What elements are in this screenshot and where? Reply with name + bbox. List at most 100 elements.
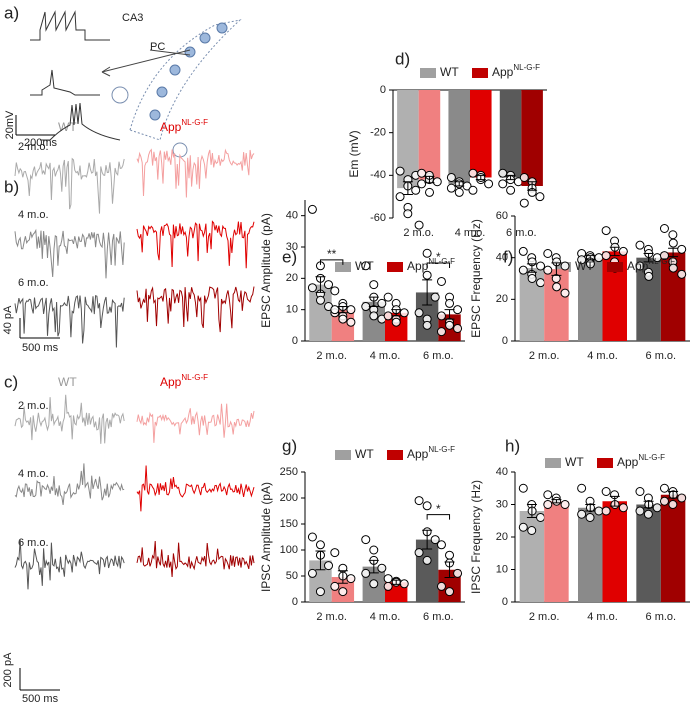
scale-label: 500 ms — [22, 693, 59, 705]
data-point — [361, 535, 371, 545]
data-point — [468, 168, 478, 178]
error-bar — [424, 175, 435, 184]
legend-label-sup: NL-G-F — [638, 453, 665, 462]
data-point — [383, 574, 393, 584]
data-point — [543, 265, 553, 275]
bar — [470, 90, 492, 178]
error-bar — [368, 559, 379, 574]
error-bar — [609, 246, 620, 257]
data-point — [560, 288, 570, 298]
legend-label: WT — [355, 259, 374, 273]
y-tick-label: 10 — [496, 563, 508, 575]
data-point — [618, 246, 628, 256]
y-tick-label: 30 — [286, 241, 298, 253]
data-point — [677, 244, 687, 254]
y-tick-label: 20 — [496, 531, 508, 543]
legend-label: WT — [575, 259, 594, 273]
error-bar — [551, 499, 562, 504]
x-tick-label: 2 m.o. — [529, 611, 560, 623]
bar — [660, 494, 686, 602]
bar — [385, 312, 408, 341]
x-tick-label: 2 m.o. — [316, 350, 347, 362]
data-point — [445, 298, 455, 308]
data-point — [417, 168, 427, 178]
data-point — [369, 280, 379, 290]
data-point — [446, 172, 456, 182]
data-point — [307, 204, 317, 214]
data-point — [527, 274, 537, 283]
data-point — [377, 563, 387, 573]
group-label: WT — [58, 375, 77, 389]
error-bar — [609, 495, 620, 507]
error-bar — [526, 263, 537, 273]
chart: e) 0 10 20 30 40 EPSC Amplitude (pA) 2 m.o. 4 m.… — [259, 200, 465, 362]
data-point — [330, 581, 340, 591]
data-point — [585, 513, 595, 522]
data-point — [644, 271, 654, 281]
y-tick-label: 0 — [292, 335, 298, 347]
scale-label: 40 pA — [2, 305, 14, 334]
error-bar — [454, 181, 465, 187]
data-point — [446, 183, 456, 193]
legend-label: WT — [355, 447, 374, 461]
data-point — [454, 187, 464, 197]
data-point — [315, 295, 325, 305]
group-label: AppNL-G-F — [160, 373, 208, 389]
panel-label: c) — [4, 372, 18, 391]
data-point — [543, 249, 553, 258]
age-label: 2 m.o. — [18, 400, 49, 412]
data-point — [445, 587, 455, 597]
data-point — [315, 540, 325, 550]
data-point — [543, 490, 553, 500]
data-point — [307, 283, 317, 293]
error-bar — [551, 262, 562, 276]
data-point — [536, 261, 546, 271]
data-point — [422, 320, 432, 330]
bar — [362, 301, 385, 341]
panel-label: h) — [505, 436, 520, 455]
legend-swatch — [545, 458, 561, 468]
data-point — [519, 198, 529, 208]
legend-label: WT — [565, 455, 584, 469]
data-point — [498, 168, 508, 178]
data-point — [618, 503, 628, 513]
data-point — [635, 487, 645, 496]
group-label-sup: NL-G-F — [181, 373, 208, 382]
data-point — [635, 240, 645, 250]
error-bar — [402, 181, 413, 196]
legend-label: WT — [565, 455, 584, 469]
legend-swatch — [420, 68, 436, 78]
y-axis-label: IPSC Frequency (Hz) — [469, 480, 483, 594]
data-point — [535, 192, 545, 202]
bar — [636, 504, 661, 602]
data-point — [422, 270, 432, 280]
group-label-sup: NL-G-F — [181, 118, 208, 127]
data-point — [436, 540, 446, 550]
data-point — [330, 286, 340, 296]
data-point — [361, 261, 371, 271]
data-point — [577, 483, 587, 493]
x-tick-label: 2 m.o. — [403, 227, 434, 239]
age-label: 2 m.o. — [18, 141, 49, 153]
error-bar — [444, 561, 455, 579]
trace — [40, 102, 121, 141]
y-tick-label: -20 — [370, 127, 386, 139]
data-point — [395, 166, 405, 176]
data-point — [519, 172, 529, 182]
y-tick-label: 0 — [502, 596, 508, 608]
data-point — [436, 581, 446, 591]
bar — [331, 309, 355, 341]
data-point — [422, 555, 432, 565]
data-point — [445, 550, 455, 560]
trace — [136, 148, 255, 198]
data-point — [383, 292, 393, 302]
data-point — [453, 323, 463, 333]
legend-label: AppNL-G-F — [617, 453, 665, 469]
y-tick-label: 0 — [502, 335, 508, 347]
panel-label: e) — [282, 247, 297, 266]
legend-swatch — [335, 262, 351, 272]
data-point — [391, 317, 401, 327]
y-axis-label: EPSC Frequency (Hz) — [469, 219, 483, 338]
